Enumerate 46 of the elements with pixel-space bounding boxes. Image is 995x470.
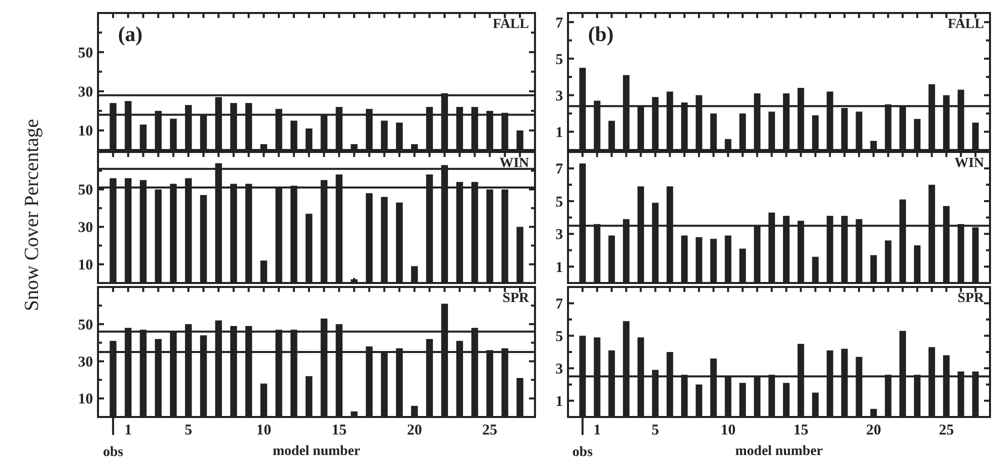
y-tick-label: 5 xyxy=(556,329,563,345)
x-tick-label: 15 xyxy=(332,422,347,438)
x-tick-label: 10 xyxy=(256,422,272,438)
y-tick-label: 1 xyxy=(556,124,563,141)
x-tick-label: 25 xyxy=(938,422,954,438)
chart-subtitle: WIN xyxy=(499,156,529,171)
chart-subtitle: FALL xyxy=(948,17,984,32)
y-tick-label: 50 xyxy=(78,182,93,199)
y-axis-title: Snow Cover Percentage xyxy=(21,118,43,312)
y-tick-label: 5 xyxy=(556,52,563,68)
x-tick-label: 5 xyxy=(652,422,660,438)
chart-subtitle: SPR xyxy=(502,291,530,306)
x-tick-label: 10 xyxy=(720,422,736,438)
x-axis-title: model number xyxy=(735,444,823,459)
x-tick-label: 1 xyxy=(593,422,601,438)
annotation: obs xyxy=(102,444,124,460)
y-tick-label: 50 xyxy=(78,45,93,62)
y-tick-label: 7 xyxy=(556,15,564,32)
chart-subtitle: WIN xyxy=(954,156,984,171)
y-tick-label: 3 xyxy=(556,362,563,378)
x-tick-label: 5 xyxy=(184,422,192,438)
x-tick-label: 25 xyxy=(482,422,498,438)
chart-subtitle: SPR xyxy=(958,291,985,306)
y-tick-label: 3 xyxy=(556,227,563,244)
y-tick-label: 5 xyxy=(556,194,563,210)
y-tick-label: 7 xyxy=(556,296,564,312)
y-tick-label: 10 xyxy=(78,124,93,140)
y-tick-label: 10 xyxy=(78,392,93,408)
x-tick-label: 20 xyxy=(406,422,422,438)
y-tick-label: 30 xyxy=(78,84,93,101)
x-axis-title: model number xyxy=(272,444,360,459)
y-tick-label: 10 xyxy=(78,258,93,274)
x-tick-label: 20 xyxy=(866,422,882,438)
y-tick-label: 50 xyxy=(78,317,93,334)
y-tick-label: 30 xyxy=(78,220,93,236)
chart-title: (b) xyxy=(588,22,614,46)
y-tick-label: 30 xyxy=(78,354,93,371)
annotation: obs xyxy=(572,444,594,460)
y-tick-label: 1 xyxy=(556,394,563,410)
y-tick-label: 7 xyxy=(556,162,564,178)
chart-subtitle: FALL xyxy=(492,17,529,32)
y-tick-label: 1 xyxy=(556,260,563,276)
x-tick-label: 1 xyxy=(124,422,132,438)
chart-title: (a) xyxy=(118,22,142,46)
x-tick-label: 15 xyxy=(793,422,808,438)
y-tick-label: 3 xyxy=(556,88,563,104)
